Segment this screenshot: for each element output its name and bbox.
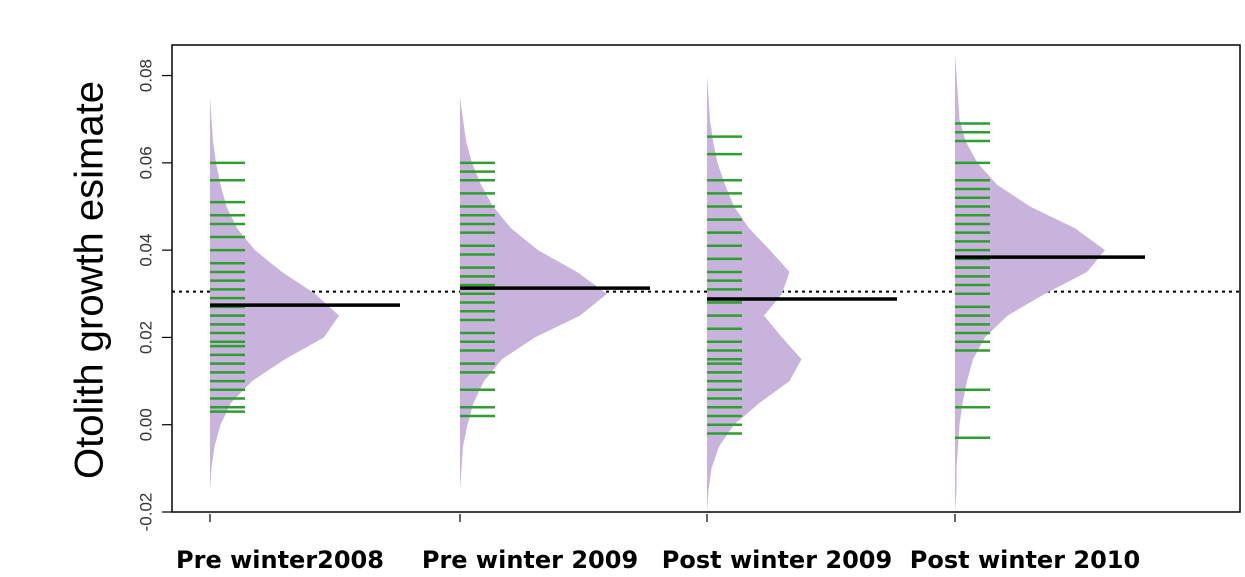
y-tick-label: -0.02 — [136, 493, 155, 532]
y-tick-label: 0.08 — [136, 59, 155, 92]
x-tick-label: Post winter 2009 — [662, 546, 892, 574]
x-tick-label: Pre winter2008 — [176, 546, 384, 574]
y-axis-title: Otolith growth esimate — [68, 81, 112, 479]
density — [955, 53, 1105, 512]
density — [707, 53, 802, 512]
y-tick-label: 0.02 — [136, 321, 155, 354]
density — [460, 53, 607, 512]
y-tick-label: 0.00 — [136, 408, 155, 441]
plot-frame — [171, 44, 1241, 513]
density — [210, 53, 339, 512]
y-tick-label: 0.06 — [136, 146, 155, 179]
x-tick-label: Post winter 2010 — [910, 546, 1140, 574]
y-tick-label: 0.04 — [136, 234, 155, 267]
x-tick-label: Pre winter 2009 — [422, 546, 638, 574]
